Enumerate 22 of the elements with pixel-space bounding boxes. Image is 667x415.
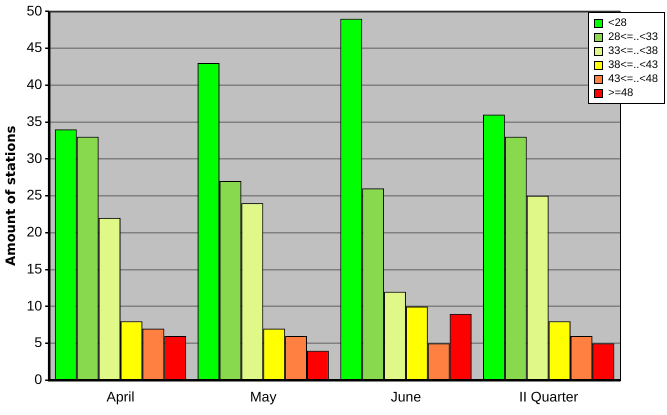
y-axis-title: Amount of stations <box>4 125 20 266</box>
y-tick-label: 0 <box>34 371 42 388</box>
legend-label: 38<=..<43 <box>608 58 658 72</box>
y-tick-label: 20 <box>26 224 42 240</box>
y-tick-label: 30 <box>26 150 42 166</box>
x-tick-label: April <box>106 388 135 404</box>
legend-label: 33<=..<38 <box>608 44 658 58</box>
y-tick-label: 10 <box>26 297 42 314</box>
y-tick-label: 40 <box>26 76 42 92</box>
legend-label: <28 <box>608 16 627 30</box>
legend-label: 28<=..<33 <box>608 30 658 44</box>
y-tick-label: 25 <box>26 186 42 203</box>
y-tick-label: 5 <box>34 334 42 350</box>
y-tick-label: 45 <box>26 39 42 56</box>
legend-label: 43<=..<48 <box>608 72 658 86</box>
y-tick-label: 50 <box>26 2 42 18</box>
x-tick-label: May <box>250 388 276 404</box>
x-tick-label: II Quarter <box>519 388 579 404</box>
legend-label: >=48 <box>608 86 634 100</box>
y-tick-label: 35 <box>26 112 42 129</box>
x-tick-label: June <box>390 388 422 404</box>
y-tick-label: 15 <box>26 260 42 276</box>
